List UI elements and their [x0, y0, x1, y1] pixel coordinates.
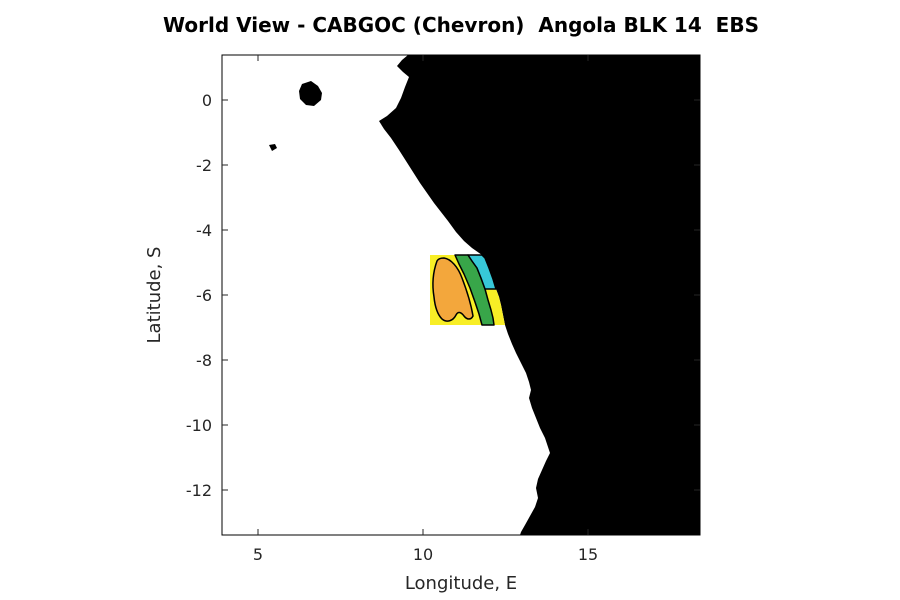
y-tick-label: -12 — [186, 481, 212, 500]
x-tick-label: 10 — [413, 545, 433, 564]
y-tick-label: -4 — [196, 221, 212, 240]
figure-title: World View - CABGOC (Chevron) Angola BLK… — [163, 13, 759, 37]
x-tick-label: 15 — [578, 545, 598, 564]
island-small — [269, 144, 277, 151]
y-axis-label: Latitude, S — [144, 247, 165, 344]
map-layer — [269, 55, 700, 535]
y-tick-label: 0 — [202, 91, 212, 110]
tick-marks — [222, 55, 700, 535]
contour-fill-cyan — [467, 254, 497, 290]
y-tick-label: -10 — [186, 416, 212, 435]
landmass-africa — [379, 55, 700, 535]
y-tick-label: -2 — [196, 156, 212, 175]
contour-fill-orange — [432, 257, 474, 322]
island-large — [299, 81, 322, 106]
x-tick-label: 5 — [253, 545, 263, 564]
y-tick-label: -8 — [196, 351, 212, 370]
x-tick-labels: 5 10 15 — [253, 545, 598, 564]
y-tick-label: -6 — [196, 286, 212, 305]
y-tick-labels: 0 -2 -4 -6 -8 -10 -12 — [186, 91, 212, 500]
x-axis-label: Longitude, E — [405, 573, 517, 594]
